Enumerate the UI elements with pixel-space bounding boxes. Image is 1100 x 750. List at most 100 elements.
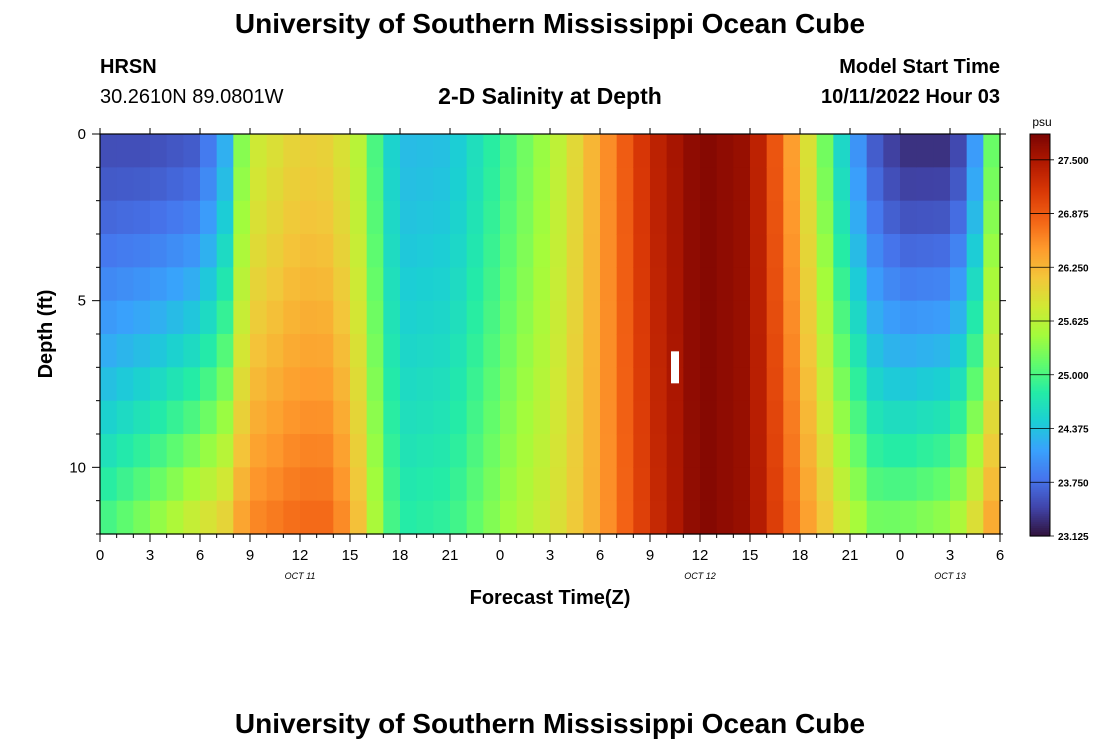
heatmap-cell — [750, 167, 768, 202]
heatmap-cell — [800, 367, 818, 402]
heatmap-cell — [666, 200, 684, 235]
heatmap-cell — [650, 234, 668, 268]
heatmap-cell — [566, 367, 584, 402]
heatmap-cell — [366, 267, 384, 302]
heatmap-cell — [833, 200, 851, 235]
heatmap-cell — [450, 234, 468, 268]
heatmap-cell — [783, 134, 801, 168]
colorbar-tick-label: 23.125 — [1058, 532, 1089, 543]
heatmap-cell — [416, 234, 434, 268]
colorbar-swatch — [1030, 357, 1050, 360]
heatmap-cell — [850, 134, 868, 168]
colorbar-swatch — [1030, 240, 1050, 244]
heatmap-cell — [916, 267, 934, 302]
heatmap-cell — [633, 200, 651, 235]
heatmap-cell — [800, 300, 818, 335]
heatmap-cell — [866, 434, 884, 468]
heatmap-cell — [183, 434, 201, 468]
heatmap-cell — [766, 267, 784, 302]
colorbar-swatch — [1030, 517, 1050, 521]
heatmap-cell — [816, 334, 834, 368]
heatmap-cell — [633, 334, 651, 368]
heatmap-cell — [416, 167, 434, 202]
heatmap-cell — [233, 234, 251, 268]
colorbar-tick-label: 25.625 — [1058, 317, 1089, 328]
heatmap-cell — [516, 334, 534, 368]
heatmap-cell — [316, 167, 334, 202]
heatmap-cell — [183, 500, 201, 535]
heatmap-cell — [183, 467, 201, 502]
heatmap-cell — [866, 367, 884, 402]
heatmap-cell — [900, 434, 918, 468]
heatmap-cell — [800, 400, 818, 435]
heatmap-cell — [700, 400, 718, 435]
heatmap-cell — [950, 267, 968, 302]
heatmap-cell — [700, 267, 718, 302]
colorbar-swatch — [1030, 134, 1050, 137]
heatmap-cell — [900, 334, 918, 368]
heatmap-cell — [633, 400, 651, 435]
heatmap-cell — [450, 334, 468, 368]
colorbar-swatch — [1030, 393, 1050, 396]
heatmap-cell — [483, 467, 501, 502]
heatmap-cell — [533, 367, 551, 402]
heatmap-cell — [250, 334, 268, 368]
heatmap-cell — [683, 334, 701, 368]
colorbar-swatch — [1030, 379, 1050, 382]
heatmap-cell — [200, 167, 218, 202]
colorbar-swatch — [1030, 513, 1050, 517]
heatmap-cell — [716, 300, 734, 335]
heatmap-cell — [450, 400, 468, 435]
heatmap-cell — [500, 300, 518, 335]
heatmap-cell — [616, 467, 634, 502]
heatmap-cell — [266, 134, 284, 168]
heatmap-cell — [283, 434, 301, 468]
colorbar-swatch — [1030, 162, 1050, 165]
colorbar-swatch — [1030, 216, 1050, 220]
heatmap-cell — [783, 400, 801, 435]
heatmap-cell — [333, 467, 351, 502]
colorbar-swatch — [1030, 260, 1050, 264]
heatmap-cell — [183, 134, 201, 168]
heatmap-cell — [766, 400, 784, 435]
heatmap-cell — [583, 400, 601, 435]
colorbar-swatch — [1030, 529, 1050, 533]
heatmap-cell — [166, 134, 184, 168]
heatmap-cell — [633, 500, 651, 535]
colorbar-swatch — [1030, 449, 1050, 453]
heatmap-cell — [783, 300, 801, 335]
heatmap-cell — [600, 434, 618, 468]
colorbar-swatch — [1030, 306, 1050, 310]
colorbar-swatch — [1030, 206, 1050, 209]
heatmap-cell — [466, 500, 484, 535]
heatmap-cell — [683, 200, 701, 235]
heatmap-cell — [916, 400, 934, 435]
heatmap-cell — [166, 200, 184, 235]
colorbar-swatch — [1030, 375, 1050, 378]
colorbar-swatch — [1030, 318, 1050, 322]
heatmap-cell — [716, 234, 734, 268]
heatmap-cell — [350, 500, 368, 535]
heatmap-cell — [233, 400, 251, 435]
heatmap-cell — [350, 167, 368, 202]
heatmap-cell — [150, 167, 168, 202]
heatmap-cell — [433, 300, 451, 335]
heatmap-cell — [200, 134, 218, 168]
heatmap-cell — [666, 300, 684, 335]
heatmap-cell — [916, 300, 934, 335]
heatmap-cell — [216, 267, 234, 302]
colorbar-swatch — [1030, 236, 1050, 240]
heatmap-cell — [166, 467, 184, 502]
heatmap-cell — [983, 300, 1001, 335]
station-coordinates: 30.2610N 89.0801W — [100, 86, 284, 108]
heatmap-cell — [600, 300, 618, 335]
colorbar-swatch — [1030, 258, 1050, 262]
colorbar-swatch — [1030, 429, 1050, 433]
heatmap-cell — [583, 467, 601, 502]
heatmap-cell — [450, 434, 468, 468]
heatmap-cell — [383, 434, 401, 468]
heatmap-cell — [150, 300, 168, 335]
heatmap-cell — [550, 467, 568, 502]
heatmap-cell — [516, 167, 534, 202]
heatmap-cell — [250, 267, 268, 302]
